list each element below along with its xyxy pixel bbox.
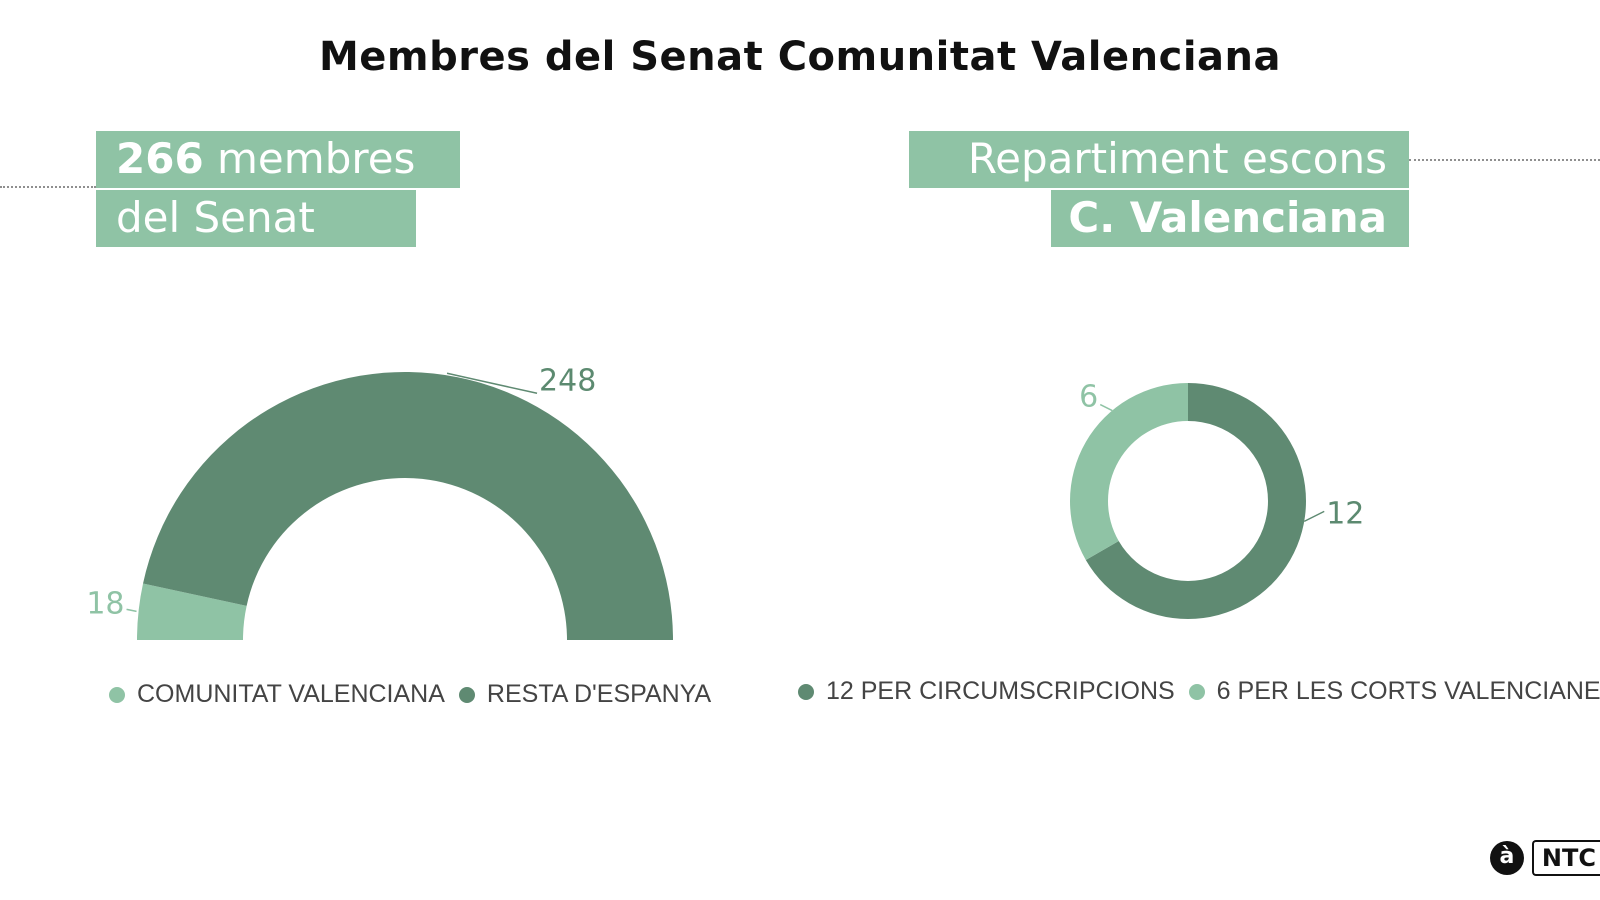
legend-label: 12 PER CIRCUMSCRIPCIONS bbox=[826, 677, 1175, 705]
right-panel-region: C. Valenciana bbox=[1068, 193, 1387, 242]
legend-item-resta-espanya[interactable]: RESTA D'ESPANYA bbox=[458, 680, 712, 709]
half-donut-segment[interactable] bbox=[143, 371, 674, 640]
left-panel-label-line1: 266 membres bbox=[96, 131, 460, 188]
left-panel-count: 266 bbox=[116, 134, 204, 183]
data-label-leader bbox=[126, 608, 137, 613]
publisher-logo: à NTC bbox=[1489, 840, 1600, 876]
donut-chart: 12 6 bbox=[1070, 380, 1364, 619]
legend-item-corts-valencianes[interactable]: 6 PER LES CORTS VALENCIANES bbox=[1188, 677, 1600, 706]
data-label-leader bbox=[1303, 510, 1325, 523]
half-donut-legend: COMUNITAT VALENCIANA RESTA D'ESPANYA bbox=[109, 680, 725, 709]
left-panel-label-line2: del Senat bbox=[96, 190, 416, 247]
half-donut-chart: 18 248 bbox=[86, 363, 674, 640]
data-label: 18 bbox=[86, 586, 124, 621]
chart-title: Membres del Senat Comunitat Valenciana bbox=[319, 34, 1281, 80]
legend-dot-icon bbox=[1188, 683, 1205, 700]
donut-segment[interactable] bbox=[1085, 383, 1306, 619]
donut-legend: 12 PER CIRCUMSCRIPCIONS 6 PER LES CORTS … bbox=[798, 677, 1600, 706]
data-label: 12 bbox=[1326, 496, 1364, 531]
right-label-connector bbox=[1409, 159, 1600, 161]
legend-label: RESTA D'ESPANYA bbox=[486, 680, 712, 708]
logo-text: NTC bbox=[1531, 840, 1600, 876]
legend-label: COMUNITAT VALENCIANA bbox=[137, 680, 445, 708]
left-panel-count-suffix: membres bbox=[203, 134, 416, 183]
legend-dot-icon bbox=[458, 686, 475, 703]
logo-mark-icon: à bbox=[1489, 841, 1524, 875]
half-donut-segment[interactable] bbox=[137, 583, 247, 640]
legend-dot-icon bbox=[798, 683, 814, 700]
data-label: 6 bbox=[1079, 380, 1098, 415]
left-label-connector bbox=[0, 186, 96, 188]
legend-dot-icon bbox=[109, 686, 125, 703]
legend-label: 6 PER LES CORTS VALENCIANES bbox=[1216, 677, 1600, 705]
data-label: 248 bbox=[539, 363, 596, 398]
donut-segment[interactable] bbox=[1070, 383, 1188, 560]
data-label-leader bbox=[1099, 403, 1113, 412]
right-panel-label-line1: Repartiment escons bbox=[909, 131, 1409, 188]
right-panel-label-line2: C. Valenciana bbox=[1051, 190, 1409, 247]
legend-item-comunitat-valenciana[interactable]: COMUNITAT VALENCIANA bbox=[109, 680, 445, 709]
legend-item-circumscripcions[interactable]: 12 PER CIRCUMSCRIPCIONS bbox=[798, 677, 1175, 706]
data-label-leader bbox=[446, 372, 538, 395]
